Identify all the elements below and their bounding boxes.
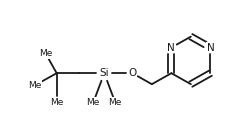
Text: O: O bbox=[128, 68, 136, 78]
Text: Me: Me bbox=[86, 98, 100, 107]
Text: Si: Si bbox=[100, 68, 109, 78]
Text: N: N bbox=[168, 43, 175, 53]
Text: Me: Me bbox=[39, 49, 52, 58]
Text: Me: Me bbox=[108, 98, 122, 107]
Text: Me: Me bbox=[28, 81, 42, 90]
Text: N: N bbox=[206, 43, 214, 53]
Text: Me: Me bbox=[50, 98, 63, 107]
